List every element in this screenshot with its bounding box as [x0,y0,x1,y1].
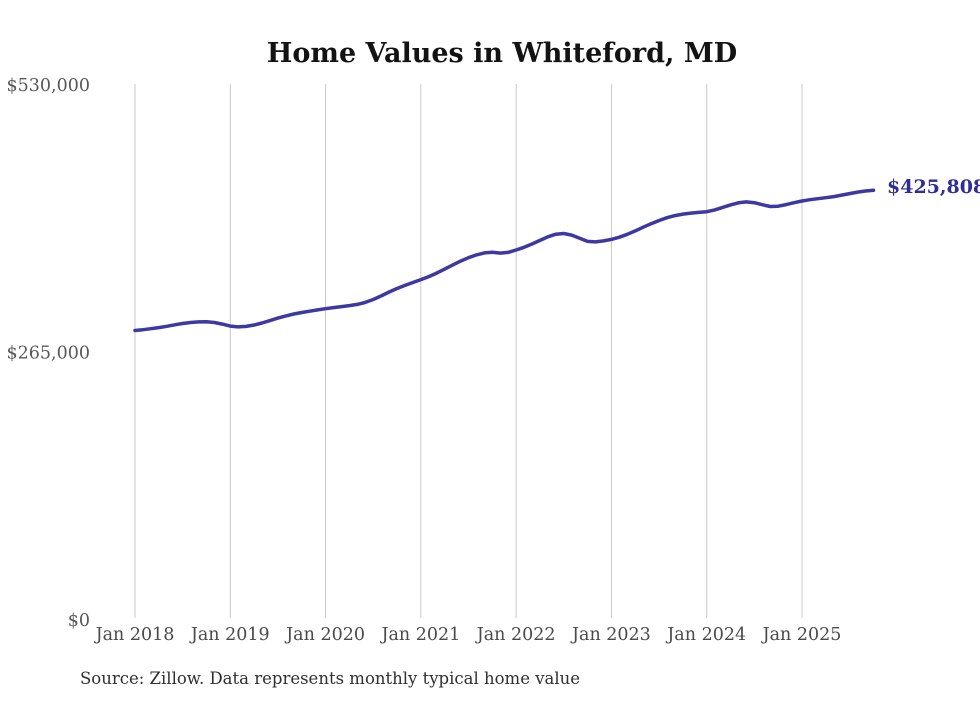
x-tick-label: Jan 2022 [475,625,556,645]
x-tick-label: Jan 2018 [94,625,175,645]
value-line-group [133,188,876,333]
y-tick-label: $530,000 [6,76,90,96]
x-tick-label: Jan 2025 [761,625,842,645]
y-axis-tick-labels: $0 $265,000 $530,000 [6,76,90,631]
source-note: Source: Zillow. Data represents monthly … [80,669,580,688]
x-tick-label: Jan 2020 [284,625,365,645]
x-tick-label: Jan 2024 [665,625,746,645]
gridlines-group [134,84,803,618]
home-value-line [133,188,876,333]
x-tick-label: Jan 2019 [189,625,270,645]
x-axis-tick-labels: Jan 2018 Jan 2019 Jan 2020 Jan 2021 Jan 2022… [94,625,842,645]
x-tick-label: Jan 2023 [570,625,651,645]
x-tick-label: Jan 2021 [379,625,460,645]
chart-title: Home Values in Whiteford, MD [267,38,737,69]
y-tick-label: $0 [68,611,90,631]
y-tick-label: $265,000 [6,344,90,364]
end-value-label: $425,808 [887,176,980,198]
